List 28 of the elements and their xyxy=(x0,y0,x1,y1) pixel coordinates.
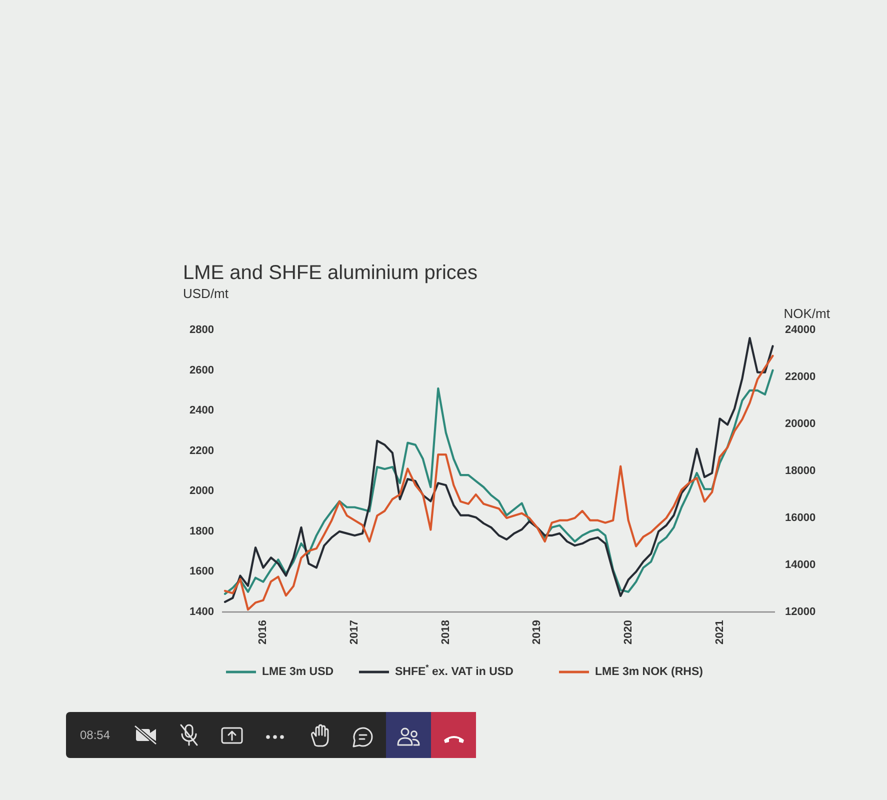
x-tick-label: 2021 xyxy=(714,620,726,644)
y2-tick-label: 12000 xyxy=(785,606,816,618)
text: 08:54 xyxy=(80,728,110,742)
x-tick-label: 2016 xyxy=(257,620,270,644)
y-tick-label: 1400 xyxy=(190,606,214,618)
legend-label: LME 3m USD xyxy=(262,666,334,678)
y-tick-label: 2200 xyxy=(190,444,214,457)
legend-label: SHFE$^{*}$ ex. VAT in USD xyxy=(395,663,514,678)
y2-tick-label: 22000 xyxy=(785,371,816,383)
y2-axis-title: NOK/mt xyxy=(784,306,830,321)
y-tick-label: 2600 xyxy=(190,364,214,376)
y-tick-label: 2800 xyxy=(190,324,214,336)
y-tick-label: 1600 xyxy=(190,566,214,578)
y-tick-label: 2000 xyxy=(190,485,214,498)
x-tick-label: 2017 xyxy=(348,620,361,644)
legend-label: LME 3m NOK (RHS) xyxy=(595,666,704,678)
x-tick-label: 2020 xyxy=(622,620,634,644)
chart-title: LME and SHFE aluminium prices xyxy=(183,262,478,284)
y2-tick-label: 24000 xyxy=(785,324,816,336)
x-tick-label: 2018 xyxy=(440,620,452,644)
y-tick-label: 1800 xyxy=(190,525,214,538)
y2-tick-label: 16000 xyxy=(785,512,816,524)
y2-tick-label: 20000 xyxy=(785,418,816,430)
y2-tick-label: 18000 xyxy=(785,465,816,477)
x-tick-label: 2019 xyxy=(531,620,544,644)
y-tick-label: 2400 xyxy=(190,404,214,417)
y-axis-title: USD/mt xyxy=(183,286,229,301)
y2-tick-label: 14000 xyxy=(785,559,816,571)
